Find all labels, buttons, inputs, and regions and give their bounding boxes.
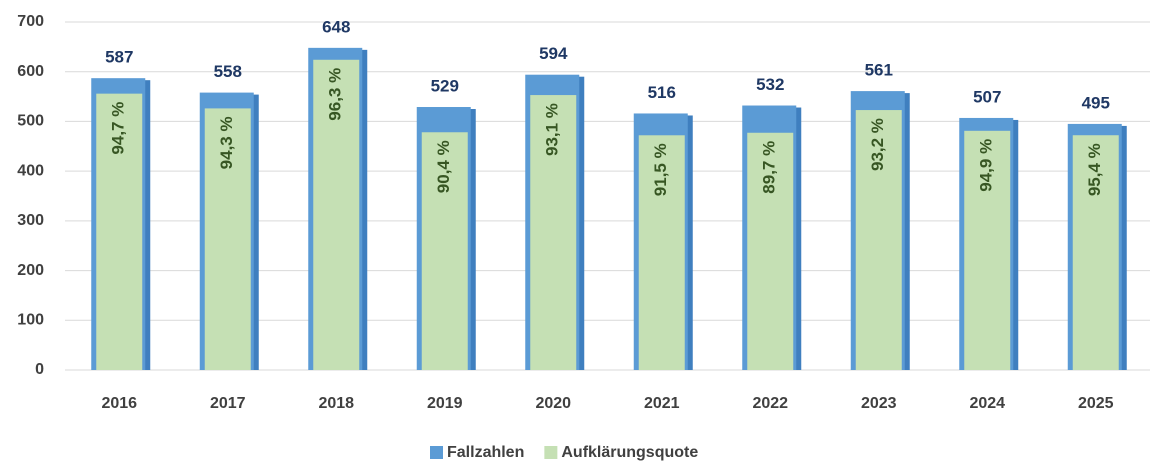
value-label: 561 (865, 61, 893, 80)
value-label: 529 (431, 76, 459, 95)
legend-swatch (430, 446, 443, 459)
rate-label: 89,7 % (760, 141, 779, 194)
inner-bar (421, 132, 468, 370)
y-tick-label: 600 (17, 63, 44, 80)
inner-bar (964, 130, 1011, 370)
y-tick-label: 400 (17, 162, 44, 179)
inner-bar (855, 110, 902, 370)
value-label: 648 (322, 17, 350, 36)
x-tick-label: 2019 (427, 395, 463, 412)
y-tick-label: 100 (17, 312, 44, 329)
value-label: 495 (1082, 93, 1110, 112)
y-tick-label: 500 (17, 113, 44, 130)
inner-bar (530, 95, 577, 371)
x-tick-label: 2024 (969, 395, 1005, 412)
inner-bar (313, 59, 360, 370)
y-tick-label: 200 (17, 262, 44, 279)
x-tick-label: 2017 (210, 395, 246, 412)
rate-label: 93,2 % (868, 118, 887, 171)
y-tick-label: 300 (17, 212, 44, 229)
inner-bar (747, 132, 794, 370)
value-label: 507 (973, 87, 1001, 106)
x-tick-label: 2022 (752, 395, 788, 412)
rate-label: 96,3 % (326, 68, 345, 121)
value-label: 558 (214, 62, 242, 81)
x-tick-label: 2021 (644, 395, 680, 412)
rate-label: 90,4 % (434, 140, 453, 193)
inner-bar (96, 93, 143, 371)
legend-label: Aufklärungsquote (561, 444, 698, 461)
inner-bar (638, 135, 685, 370)
y-tick-label: 0 (35, 361, 44, 378)
value-label: 516 (648, 83, 676, 102)
legend-label: Fallzahlen (447, 444, 524, 461)
inner-bar (1072, 135, 1119, 370)
x-tick-label: 2025 (1078, 395, 1114, 412)
rate-label: 93,1 % (543, 103, 562, 156)
x-tick-label: 2018 (318, 395, 354, 412)
value-label: 587 (105, 48, 133, 67)
rate-label: 94,9 % (977, 139, 996, 192)
legend-swatch (544, 446, 558, 459)
rate-label: 94,7 % (109, 102, 128, 155)
inner-bar (204, 108, 251, 371)
x-tick-label: 2023 (861, 395, 897, 412)
value-label: 594 (539, 44, 568, 63)
rate-label: 91,5 % (651, 143, 670, 196)
y-tick-label: 700 (17, 13, 44, 30)
value-label: 532 (756, 75, 784, 94)
rate-label: 95,4 % (1085, 143, 1104, 196)
rate-label: 94,3 % (217, 116, 236, 169)
x-tick-label: 2020 (535, 395, 571, 412)
x-tick-label: 2016 (101, 395, 137, 412)
